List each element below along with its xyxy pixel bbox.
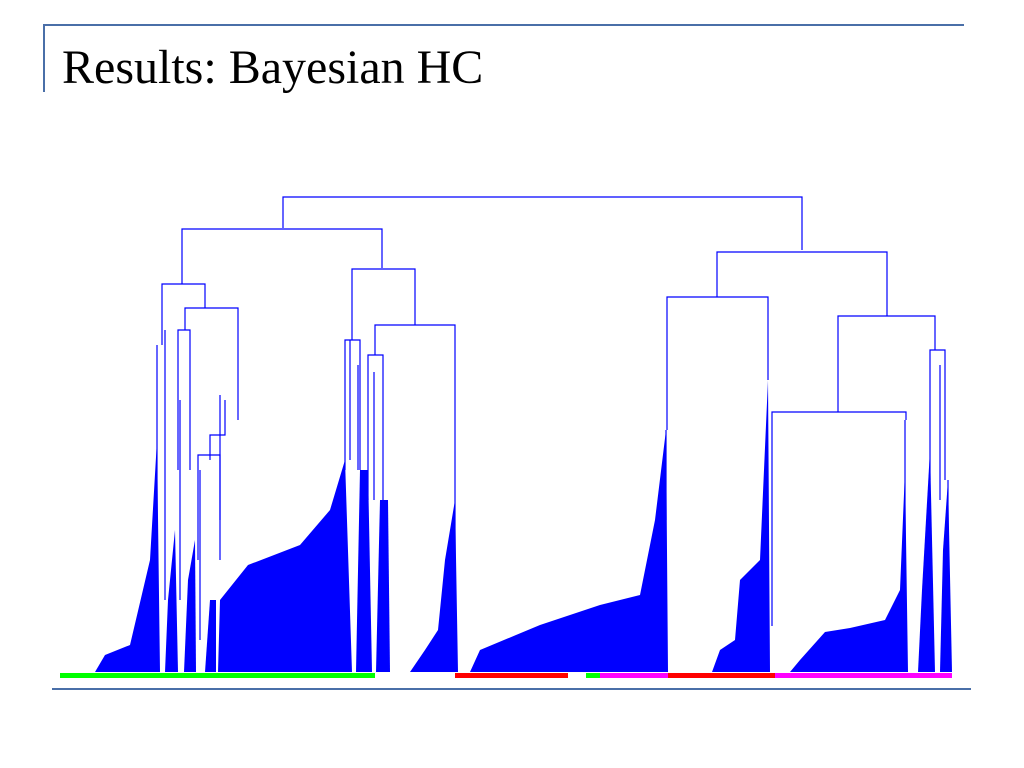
dendrogram-merge [209,400,226,460]
dendrogram-merge [716,251,888,316]
leaf-class-strip [60,673,952,678]
dense-cluster-3 [184,540,196,672]
dendrogram-merge [344,339,361,470]
dendrogram-merge [184,307,239,420]
title-frame-left-rule [43,24,45,92]
leaf-class-segment [600,673,668,678]
dense-cluster-7 [376,500,390,672]
dendrogram-merge [161,283,206,345]
leaf-class-segment [60,673,228,678]
dendrogram-merge [837,315,936,412]
dendrogram-merge [181,228,383,284]
dendrogram-merge [367,354,384,500]
leaf-class-segment [775,673,952,678]
dense-cluster-1 [95,440,160,672]
title-frame-top-rule [43,24,964,26]
dendrogram-merge [374,324,456,495]
dendrogram-merge [282,196,803,250]
leaf-class-segment [586,673,600,678]
dense-cluster-2 [165,530,178,672]
dendrogram-dense-clusters [95,380,952,672]
dendrogram-merge [197,454,221,560]
bottom-rule [52,688,971,690]
leaf-class-segment [668,673,775,678]
dendrogram-merge [929,349,946,480]
slide-title: Results: Bayesian HC [62,41,484,94]
dense-cluster-12 [918,450,935,672]
dense-cluster-5 [218,460,352,672]
dendrogram-merge [771,411,907,626]
dense-cluster-13 [940,480,952,672]
dense-cluster-10 [712,380,770,672]
leaf-class-segment [228,673,375,678]
leaf-class-segment [455,673,568,678]
dense-cluster-6 [356,470,372,672]
dendrogram-merge [666,296,769,430]
dense-cluster-9 [470,430,668,672]
dendrogram-merge [177,329,191,470]
dense-cluster-11 [790,470,908,672]
dense-cluster-4 [205,600,216,672]
dense-cluster-8 [410,500,458,672]
dendrogram-merge [351,268,416,340]
